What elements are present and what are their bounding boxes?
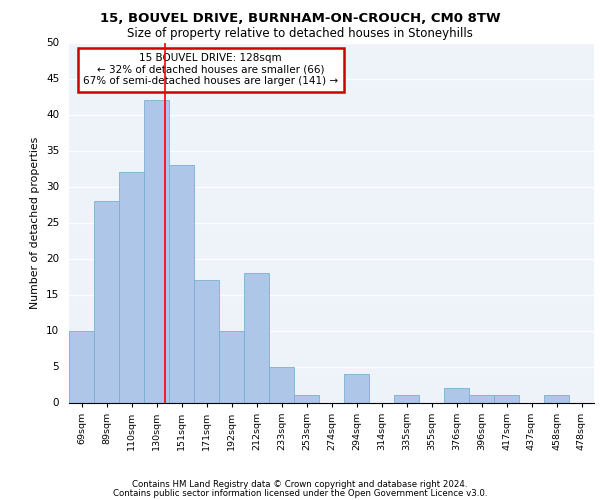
Bar <box>469 396 494 402</box>
Bar <box>344 374 369 402</box>
Text: Contains public sector information licensed under the Open Government Licence v3: Contains public sector information licen… <box>113 488 487 498</box>
Y-axis label: Number of detached properties: Number of detached properties <box>31 136 40 308</box>
Bar <box>144 100 169 402</box>
Bar <box>194 280 219 402</box>
Text: 15 BOUVEL DRIVE: 128sqm
← 32% of detached houses are smaller (66)
67% of semi-de: 15 BOUVEL DRIVE: 128sqm ← 32% of detache… <box>83 54 338 86</box>
Bar <box>169 165 194 402</box>
Bar <box>544 396 569 402</box>
Bar <box>494 396 519 402</box>
Bar <box>294 396 319 402</box>
Bar <box>444 388 469 402</box>
Bar <box>269 366 294 402</box>
Bar <box>244 273 269 402</box>
Bar <box>119 172 144 402</box>
Text: Size of property relative to detached houses in Stoneyhills: Size of property relative to detached ho… <box>127 28 473 40</box>
Bar <box>394 396 419 402</box>
Text: 15, BOUVEL DRIVE, BURNHAM-ON-CROUCH, CM0 8TW: 15, BOUVEL DRIVE, BURNHAM-ON-CROUCH, CM0… <box>100 12 500 26</box>
Text: Contains HM Land Registry data © Crown copyright and database right 2024.: Contains HM Land Registry data © Crown c… <box>132 480 468 489</box>
Bar <box>69 330 94 402</box>
Bar <box>94 201 119 402</box>
Bar <box>219 330 244 402</box>
